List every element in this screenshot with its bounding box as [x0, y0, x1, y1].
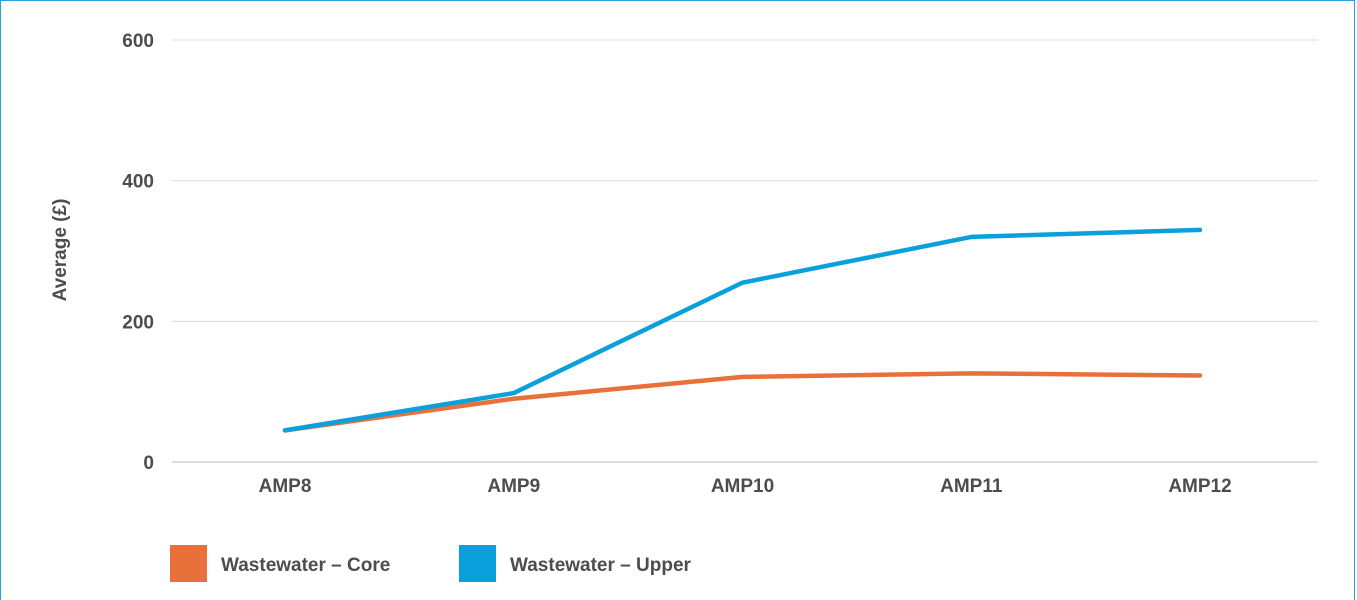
x-tick-label: AMP10 [711, 476, 774, 497]
series-lines [285, 230, 1200, 430]
y-tick-label: 400 [122, 172, 154, 193]
x-tick-label: AMP12 [1168, 476, 1231, 497]
x-axis-ticks: AMP8 AMP9 AMP10 AMP11 AMP12 [259, 476, 1232, 497]
x-tick-label: AMP8 [259, 476, 312, 497]
legend-label: Wastewater – Upper [510, 555, 692, 576]
x-tick-label: AMP11 [940, 476, 1003, 497]
series-line [285, 230, 1200, 430]
legend-swatch [170, 545, 207, 582]
y-axis-label: Average (£) [50, 199, 71, 302]
legend-swatch [459, 545, 496, 582]
gridlines [172, 40, 1318, 462]
y-tick-label: 200 [122, 312, 154, 333]
series-line [285, 373, 1200, 430]
y-tick-label: 600 [122, 31, 154, 52]
legend: Wastewater – Core Wastewater – Upper [170, 545, 692, 582]
x-tick-label: AMP9 [487, 476, 540, 497]
legend-label: Wastewater – Core [221, 555, 390, 576]
y-tick-label: 0 [143, 453, 154, 474]
y-axis-ticks: 0 200 400 600 [122, 31, 154, 474]
